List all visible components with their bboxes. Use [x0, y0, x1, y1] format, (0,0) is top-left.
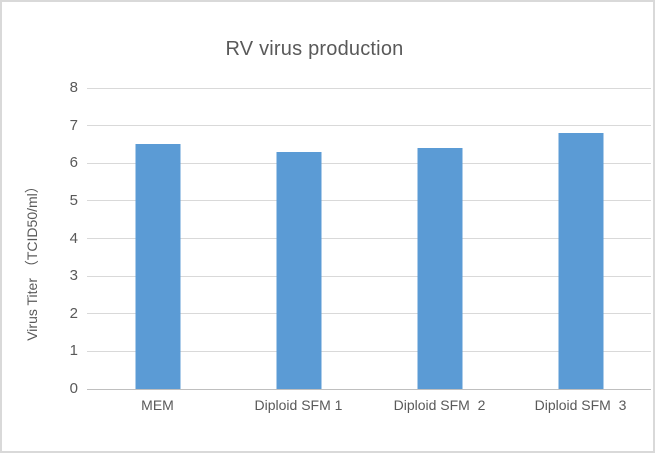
chart-title: RV virus production — [225, 38, 404, 60]
bar-slot — [228, 88, 369, 389]
x-tick-label: MEM — [141, 397, 174, 413]
gridline — [87, 87, 651, 89]
y-tick-label: 7 — [69, 116, 78, 134]
bar-diploid-sfm-2 — [417, 148, 462, 389]
gridline — [87, 162, 651, 164]
bar-slot — [369, 88, 510, 389]
x-axis-tick-labels: MEM Diploid SFM 1 Diploid SFM 2 Diploid SFM… — [87, 397, 651, 413]
gridline — [87, 125, 651, 127]
gridline — [87, 238, 651, 239]
bar-slot — [510, 88, 651, 389]
y-tick-label: 8 — [69, 79, 78, 96]
y-tick-label: 1 — [69, 342, 78, 360]
gridline — [87, 200, 651, 202]
y-tick-label: 4 — [69, 229, 78, 247]
y-tick-label: 6 — [69, 154, 78, 172]
gridline — [87, 275, 651, 277]
bar-diploid-sfm-1 — [276, 151, 321, 389]
y-axis-title-text: Virus Titer （TCID50/ml） — [24, 179, 40, 341]
gridline — [87, 313, 651, 315]
gridline — [87, 350, 651, 352]
bars-layer — [87, 88, 651, 389]
x-axis-line — [87, 388, 651, 390]
y-tick-label: 2 — [69, 304, 78, 322]
bar-diploid-sfm-3 — [558, 133, 603, 389]
x-tick-label: Diploid SFM 2 — [393, 397, 486, 413]
bar-slot — [87, 88, 228, 389]
y-tick-label: 0 — [69, 380, 78, 397]
x-tick-label: Diploid SFM 3 — [534, 397, 627, 413]
y-tick-label: 5 — [69, 191, 78, 209]
bar-mem — [135, 144, 180, 389]
y-axis-tick-labels: 0 1 2 3 4 5 6 7 8 — [42, 80, 78, 397]
x-tick-label: Diploid SFM 1 — [254, 397, 343, 413]
y-tick-label: 3 — [69, 267, 78, 285]
plot-area — [87, 87, 651, 390]
